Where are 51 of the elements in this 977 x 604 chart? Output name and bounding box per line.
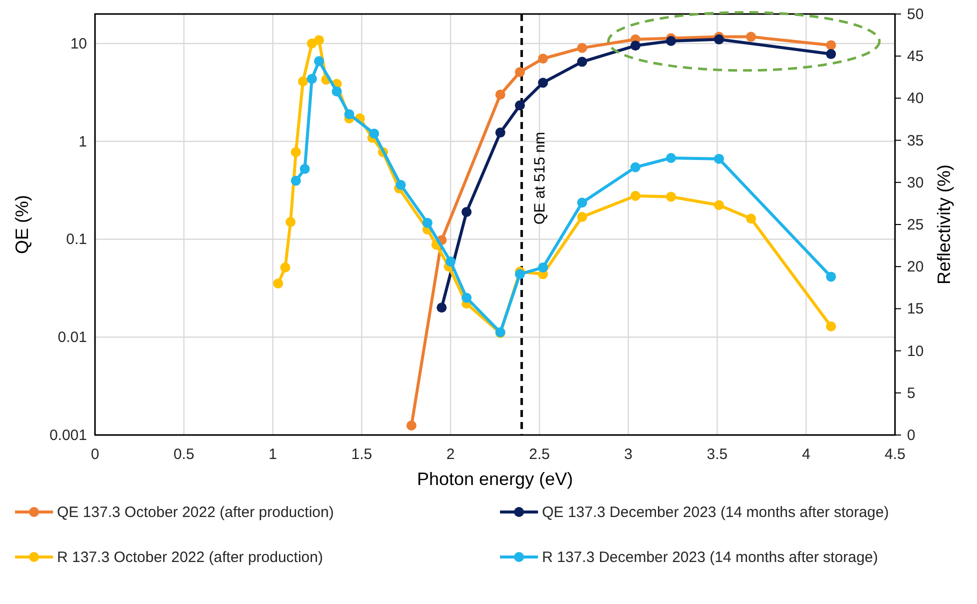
point [577,56,588,67]
y2-tick-label: 35 [907,132,924,150]
point [495,90,506,100]
x-tick-label: 3.5 [706,446,728,463]
y-tick-label: 0.001 [49,427,87,444]
x-tick-label: 3 [624,446,633,463]
y2-tick-label: 10 [907,342,924,360]
x-axis-title: Photon energy (eV) [416,469,574,489]
x-tick-label: 4 [802,446,810,463]
legend-label: QE 137.3 December 2023 (14 months after storage) [542,504,889,521]
x-tick-label: 2.5 [529,446,550,463]
point [495,128,506,138]
legend-label: R 137.3 December 2023 (14 months after storage) [542,549,878,566]
legend-label: QE 137.3 October 2022 (after production) [57,504,334,521]
y2-axis-title: Reflectivity (%) [934,164,954,285]
y-tick-label: 0.1 [66,231,87,248]
x-tick-label: 1.5 [351,446,372,463]
y2-tick-label: 40 [907,90,924,108]
point [406,420,416,431]
point [514,67,525,78]
x-tick-label: 1 [268,446,277,463]
x-tick-label: 0 [90,446,100,463]
point [826,49,836,60]
point [514,100,525,110]
y2-tick-label: 30 [907,174,924,192]
y-tick-label: 0.01 [58,329,87,346]
point [666,36,676,46]
y2-tick-label: 50 [907,6,924,23]
y-axis-title: QE (%) [12,194,32,254]
y2-tick-label: 0 [907,427,916,444]
point [577,42,588,53]
point [462,206,472,217]
legend-label: R 137.3 October 2022 (after production) [57,549,323,566]
point [436,302,447,313]
point [630,40,640,51]
point [538,78,548,88]
point [826,40,836,50]
point [714,34,724,44]
y2-tick-label: 15 [907,300,924,318]
x-tick-label: 2 [446,446,455,463]
y2-tick-label: 20 [907,258,924,276]
ref-line-label: QE at 515 nm [532,132,549,224]
y2-tick-label: 45 [907,48,924,66]
point [746,32,756,42]
y-tick-label: 1 [78,133,87,150]
y2-tick-label: 5 [907,384,916,402]
x-tick-label: 0.5 [173,446,194,463]
y2-tick-label: 25 [907,216,924,234]
point [538,54,548,64]
y-tick-label: 10 [70,35,87,52]
x-tick-label: 4.5 [884,446,906,463]
